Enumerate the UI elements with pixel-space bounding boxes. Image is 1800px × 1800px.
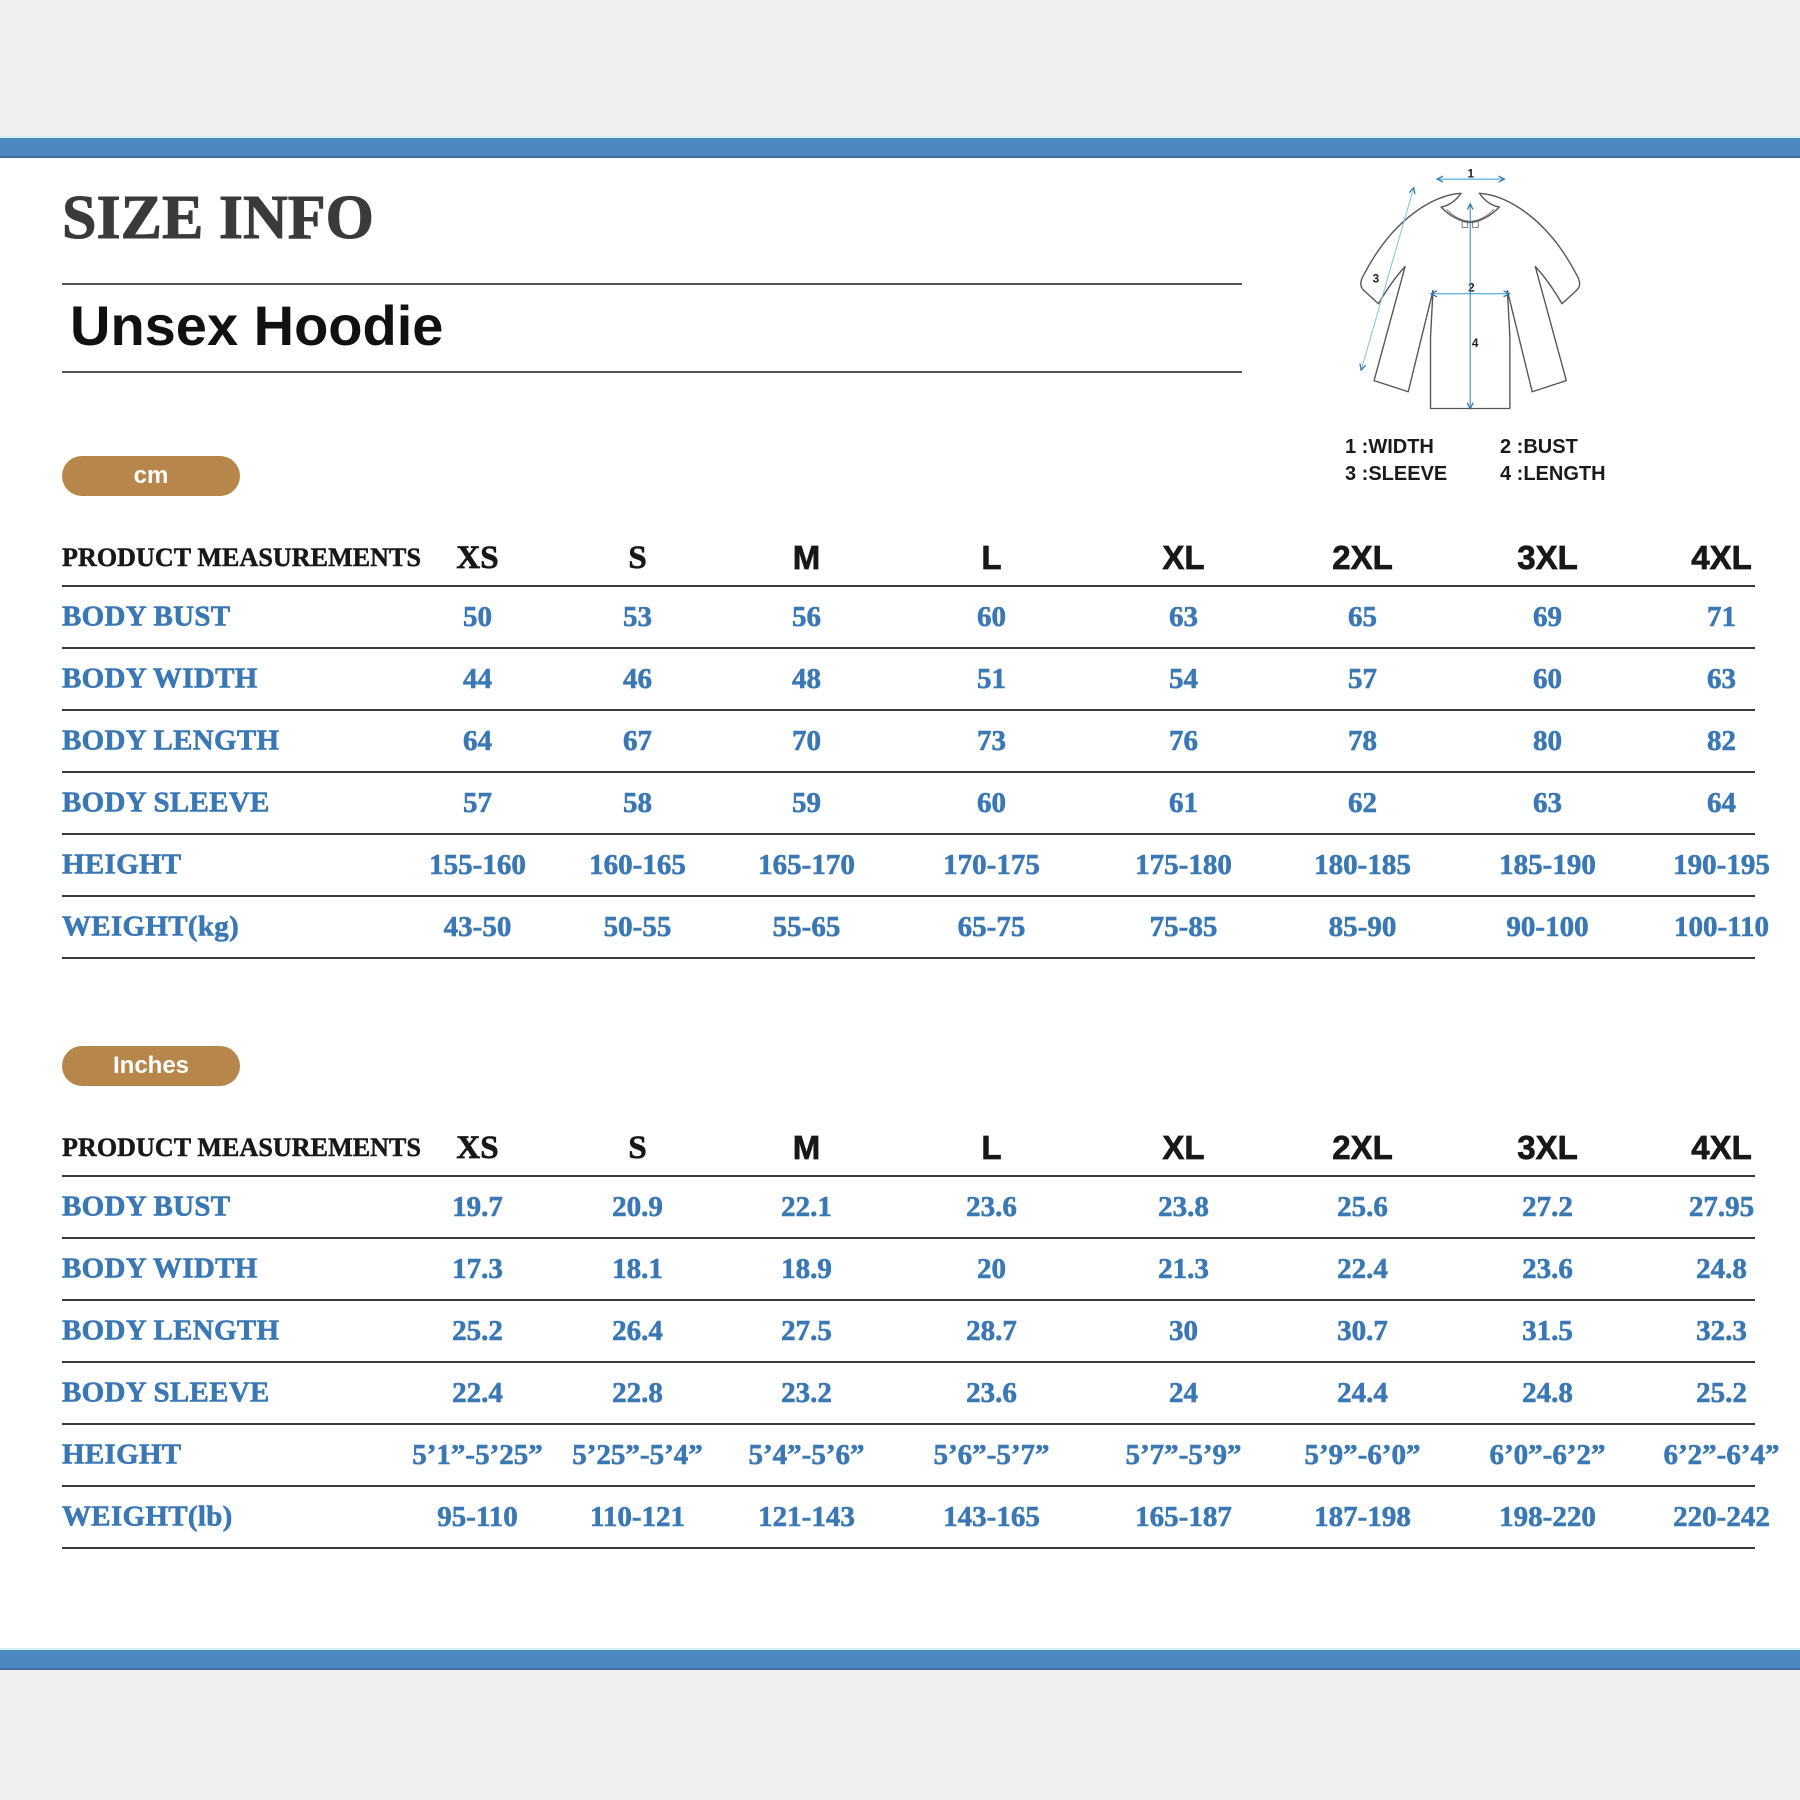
- svg-text:2 :BUST: 2 :BUST: [1500, 436, 1578, 458]
- svg-text:4: 4: [1472, 337, 1479, 350]
- svg-text:3 :SLEEVE: 3 :SLEEVE: [1345, 463, 1447, 485]
- svg-text:3: 3: [1373, 273, 1380, 286]
- svg-text:4 :LENGTH: 4 :LENGTH: [1500, 463, 1606, 485]
- svg-text:1: 1: [1468, 168, 1475, 180]
- svg-text:2: 2: [1468, 281, 1475, 294]
- svg-text:1 :WIDTH: 1 :WIDTH: [1345, 436, 1434, 458]
